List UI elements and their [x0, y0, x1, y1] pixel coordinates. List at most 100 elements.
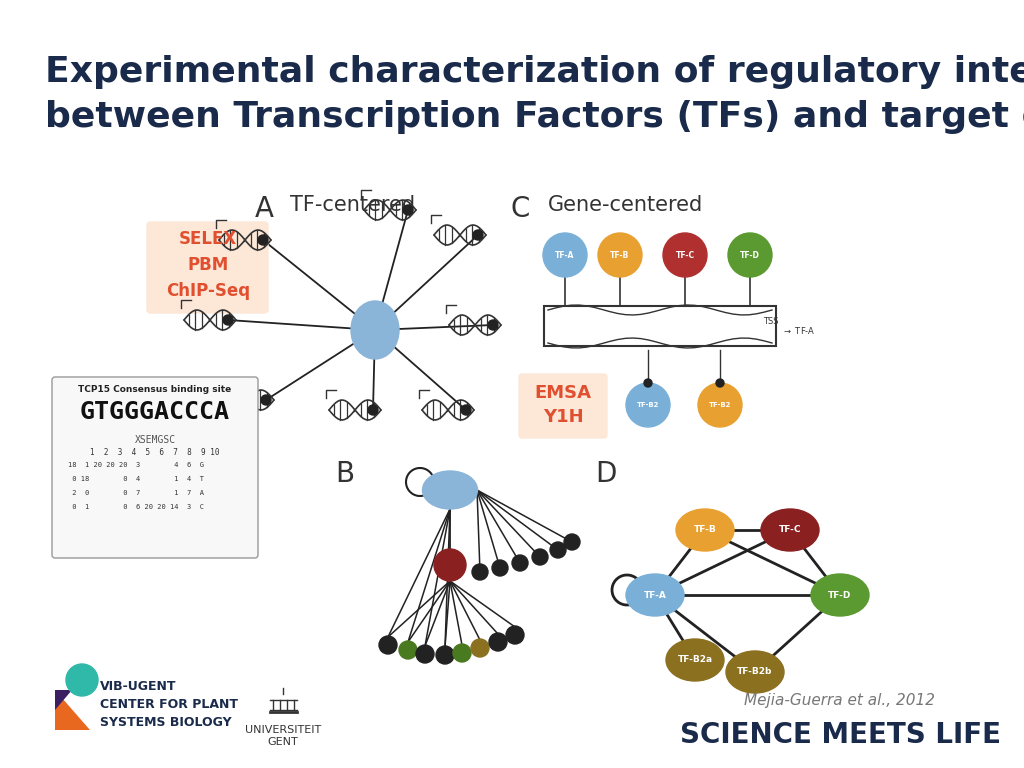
Circle shape	[651, 591, 659, 599]
Text: UNIVERSITEIT
GENT: UNIVERSITEIT GENT	[245, 725, 322, 747]
FancyBboxPatch shape	[544, 306, 776, 346]
Circle shape	[716, 379, 724, 387]
Circle shape	[836, 591, 844, 599]
Circle shape	[434, 549, 466, 581]
Polygon shape	[55, 690, 72, 710]
Text: B: B	[335, 460, 354, 488]
Ellipse shape	[676, 509, 734, 551]
Circle shape	[651, 591, 659, 599]
FancyBboxPatch shape	[52, 377, 258, 558]
Text: 0 18        0  4        1  4  T: 0 18 0 4 1 4 T	[68, 476, 204, 482]
Circle shape	[473, 230, 483, 240]
Text: VIB-UGENT
CENTER FOR PLANT
SYSTEMS BIOLOGY: VIB-UGENT CENTER FOR PLANT SYSTEMS BIOLO…	[100, 680, 238, 730]
Circle shape	[471, 639, 489, 657]
FancyBboxPatch shape	[519, 374, 607, 438]
Text: TF-B2: TF-B2	[637, 402, 659, 408]
Text: TF-B2a: TF-B2a	[678, 656, 713, 664]
Circle shape	[461, 405, 471, 415]
Text: 18  1 20 20 20  3        4  6  G: 18 1 20 20 20 3 4 6 G	[68, 462, 204, 468]
Text: TF-B: TF-B	[610, 250, 630, 260]
Polygon shape	[55, 690, 90, 730]
Text: TF-C: TF-C	[676, 250, 694, 260]
Circle shape	[543, 233, 587, 277]
Circle shape	[701, 526, 709, 534]
Text: TF-B: TF-B	[693, 525, 717, 535]
Circle shape	[416, 645, 434, 663]
Text: between Transcription Factors (TFs) and target genes: between Transcription Factors (TFs) and …	[45, 100, 1024, 134]
Text: TF-centered: TF-centered	[290, 195, 415, 215]
Text: A: A	[255, 195, 274, 223]
Circle shape	[489, 633, 507, 651]
Circle shape	[436, 646, 454, 664]
Text: Mejia-Guerra et al., 2012: Mejia-Guerra et al., 2012	[744, 693, 936, 707]
Text: 1  2  3  4  5  6  7  8  9 10: 1 2 3 4 5 6 7 8 9 10	[90, 448, 220, 457]
Text: 2  0        0  7        1  7  A: 2 0 0 7 1 7 A	[68, 490, 204, 496]
Circle shape	[836, 591, 844, 599]
Text: XSEMGSC: XSEMGSC	[134, 435, 175, 445]
Text: Gene-centered: Gene-centered	[548, 195, 703, 215]
Circle shape	[598, 233, 642, 277]
Text: SCIENCE MEETS LIFE: SCIENCE MEETS LIFE	[680, 721, 1000, 749]
Ellipse shape	[423, 471, 477, 509]
Circle shape	[651, 591, 659, 599]
Text: TF-A: TF-A	[555, 250, 574, 260]
Circle shape	[691, 656, 699, 664]
Text: TSS: TSS	[763, 317, 778, 326]
Circle shape	[786, 526, 794, 534]
Circle shape	[701, 526, 709, 534]
Text: SELEX
PBM
ChIP-Seq: SELEX PBM ChIP-Seq	[166, 230, 250, 300]
Text: C: C	[510, 195, 529, 223]
Circle shape	[663, 233, 707, 277]
Text: TCP15 Consensus binding site: TCP15 Consensus binding site	[79, 385, 231, 394]
Circle shape	[506, 626, 524, 644]
Circle shape	[223, 315, 233, 325]
Circle shape	[836, 591, 844, 599]
Text: EMSA
Y1H: EMSA Y1H	[535, 383, 592, 426]
Text: TF-D: TF-D	[740, 250, 760, 260]
Text: 0  1        0  6 20 20 14  3  C: 0 1 0 6 20 20 14 3 C	[68, 504, 204, 510]
Circle shape	[512, 555, 528, 571]
Text: GTGGGACCCA: GTGGGACCCA	[80, 400, 230, 424]
Text: TF-A: TF-A	[643, 591, 667, 600]
Circle shape	[472, 564, 488, 580]
Circle shape	[651, 591, 659, 599]
Ellipse shape	[626, 574, 684, 616]
Circle shape	[492, 560, 508, 576]
Circle shape	[258, 235, 268, 245]
Ellipse shape	[666, 639, 724, 681]
Circle shape	[379, 636, 397, 654]
Circle shape	[698, 383, 742, 427]
Circle shape	[644, 379, 652, 387]
Circle shape	[403, 205, 413, 215]
Circle shape	[701, 526, 709, 534]
Circle shape	[564, 534, 580, 550]
Ellipse shape	[726, 651, 784, 693]
Circle shape	[453, 644, 471, 662]
Text: $\rightarrow$ TF-A: $\rightarrow$ TF-A	[782, 325, 815, 336]
Text: TF-B2: TF-B2	[709, 402, 731, 408]
Text: TF-C: TF-C	[778, 525, 801, 535]
Circle shape	[550, 542, 566, 558]
Text: Experimental characterization of regulatory interactions: Experimental characterization of regulat…	[45, 55, 1024, 89]
Circle shape	[836, 591, 844, 599]
Circle shape	[368, 405, 378, 415]
Circle shape	[751, 668, 759, 676]
Text: TF-B2b: TF-B2b	[737, 667, 773, 677]
Circle shape	[532, 549, 548, 565]
Text: TF-D: TF-D	[828, 591, 852, 600]
Ellipse shape	[351, 301, 399, 359]
Circle shape	[626, 383, 670, 427]
Circle shape	[488, 320, 498, 330]
Circle shape	[651, 591, 659, 599]
Circle shape	[786, 526, 794, 534]
Circle shape	[261, 395, 271, 405]
Ellipse shape	[811, 574, 869, 616]
Circle shape	[786, 526, 794, 534]
Text: D: D	[595, 460, 616, 488]
Circle shape	[399, 641, 417, 659]
Circle shape	[728, 233, 772, 277]
FancyBboxPatch shape	[147, 222, 268, 313]
Circle shape	[751, 668, 759, 676]
Ellipse shape	[761, 509, 819, 551]
Circle shape	[66, 664, 98, 696]
